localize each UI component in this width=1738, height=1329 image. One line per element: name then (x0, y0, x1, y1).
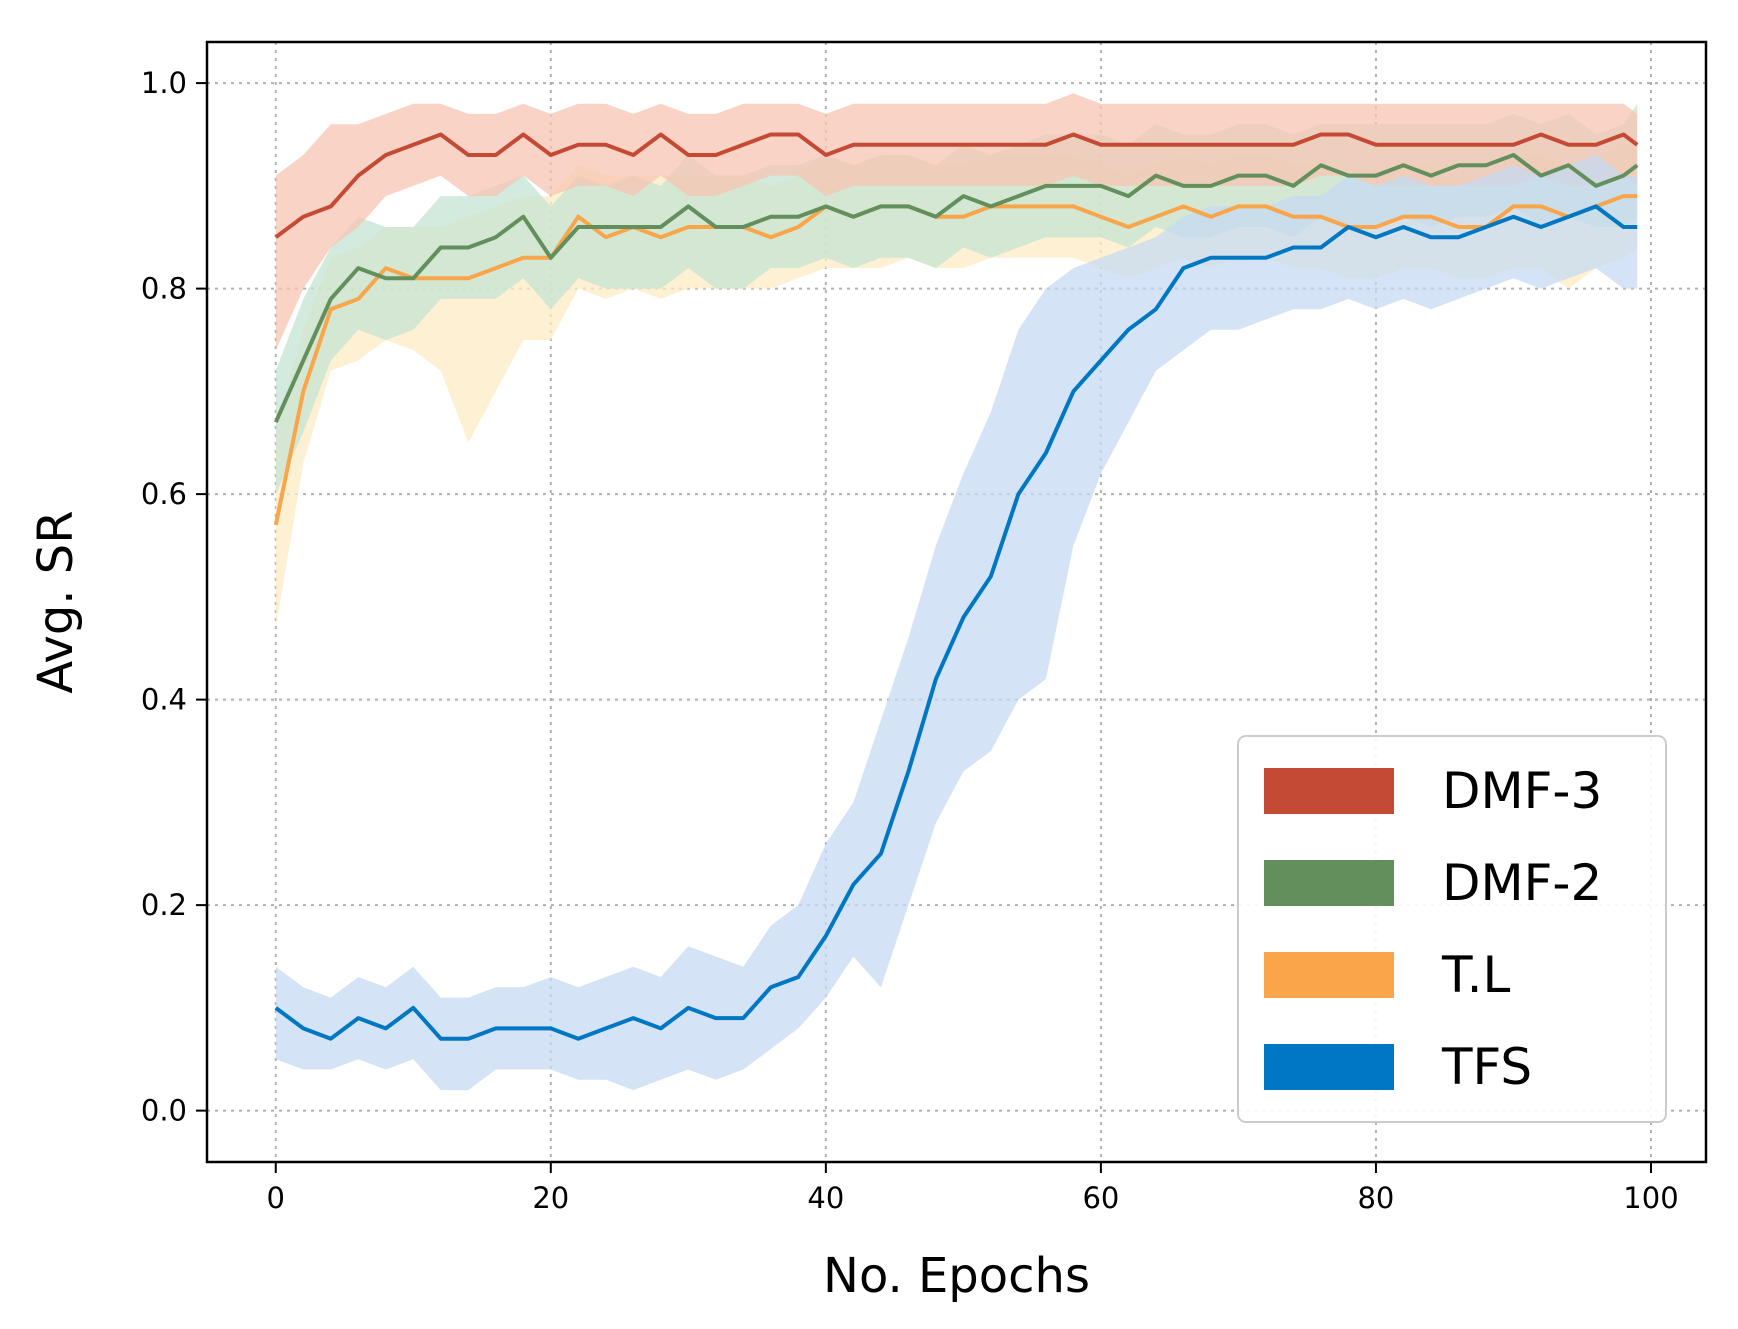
plot-frame (205, 40, 1708, 1164)
legend-swatch-t-l (1264, 952, 1394, 998)
line-t-l (273, 194, 1638, 526)
legend-swatch-dmf-2 (1264, 860, 1394, 906)
y-tick-label: 0.4 (141, 683, 187, 717)
legend-label: T.L (1441, 946, 1511, 1004)
y-tick-label: 0.8 (141, 272, 187, 306)
legend-swatch-dmf-3 (1264, 768, 1394, 814)
band-tfs (275, 155, 1638, 1091)
confidence-bands (275, 93, 1638, 1091)
line-tfs (274, 204, 1638, 1041)
x-tick-label: 40 (807, 1181, 844, 1215)
line-dmf-3 (274, 132, 1639, 239)
x-axis-label: No. Epochs (823, 1248, 1090, 1304)
y-axis-label: Avg. SR (28, 510, 84, 693)
x-tick-label: 80 (1357, 1181, 1394, 1215)
y-tick-label: 1.0 (141, 66, 187, 100)
x-tick-label: 20 (532, 1181, 569, 1215)
y-tick-label: 0.6 (141, 477, 187, 511)
x-tick-label: 100 (1623, 1181, 1678, 1215)
y-tick-label: 0.2 (141, 888, 187, 922)
legend-swatch-tfs (1264, 1044, 1394, 1090)
legend-label: DMF-3 (1442, 762, 1602, 820)
legend-label: TFS (1441, 1038, 1532, 1096)
line-dmf-2 (273, 153, 1639, 424)
y-tick-label: 0.0 (141, 1094, 187, 1128)
series-lines (273, 132, 1639, 1041)
x-tick-label: 60 (1082, 1181, 1119, 1215)
axis-ticks: 0 20 40 60 80 100 0.0 0.2 0.4 0.6 0.8 1.0 (141, 66, 1679, 1215)
legend-label: DMF-2 (1442, 854, 1602, 912)
legend-box (1237, 735, 1667, 1123)
band-dmf-3 (275, 93, 1638, 351)
x-tick-label: 0 (267, 1181, 285, 1215)
legend: DMF-3 DMF-2 T.L TFS (1237, 735, 1667, 1123)
